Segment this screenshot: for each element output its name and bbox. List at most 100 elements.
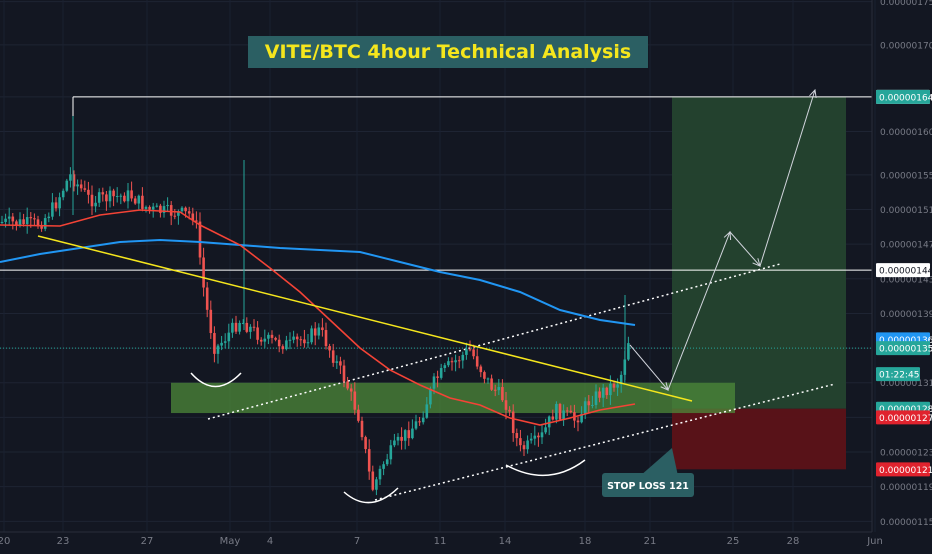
candle-body	[213, 333, 216, 354]
candle-body	[285, 340, 288, 350]
candle-body	[378, 468, 382, 480]
candle-body	[274, 337, 277, 340]
candle-body	[90, 194, 94, 207]
time-axis: 20 23 27 May 4 7 11 14 18 21 25 28 Jun	[0, 531, 883, 547]
candle-body	[335, 361, 339, 363]
candle-body	[569, 410, 573, 413]
candle-body	[87, 189, 90, 195]
x-tick-label: 11	[434, 536, 447, 547]
arrowhead-1	[660, 382, 669, 391]
candle-body	[11, 216, 15, 222]
candle-body	[616, 384, 619, 388]
candle-body	[97, 192, 101, 203]
candle-body	[288, 339, 292, 341]
candle-body	[364, 437, 367, 450]
candle-body	[580, 413, 583, 423]
candle-body	[101, 192, 105, 195]
stop-loss-callout[interactable]: STOP LOSS 121	[602, 448, 694, 497]
candle-body	[547, 416, 551, 428]
price-badge-label: 0.00000121	[879, 466, 932, 476]
price-badge-label: 0.00000127	[879, 414, 932, 424]
candle-body	[418, 421, 421, 423]
y-tick-label: 0.00000151	[880, 206, 932, 216]
candle-body	[94, 202, 97, 207]
candle-body	[511, 411, 515, 434]
candle-body	[360, 420, 364, 438]
candle-body	[339, 361, 342, 366]
candle-body	[493, 389, 497, 391]
price-badge-label: 0.00000136	[879, 336, 932, 346]
candle-body	[465, 349, 468, 355]
candle-body	[587, 401, 591, 406]
bottom-arc-2	[343, 487, 399, 504]
candle-body	[439, 368, 443, 378]
candle-body	[551, 416, 555, 420]
price-badge	[876, 410, 930, 425]
candle-body	[263, 338, 267, 342]
candle-body	[126, 190, 130, 202]
candle-body	[324, 330, 328, 347]
candle-body	[421, 417, 425, 423]
candle-body	[148, 206, 151, 210]
x-tick-label: 25	[727, 536, 740, 547]
candle-body	[555, 403, 558, 420]
candle-body	[414, 421, 418, 429]
candle-body	[537, 435, 540, 438]
candle-body	[436, 376, 439, 378]
candle-body	[173, 215, 177, 217]
candle-body	[605, 387, 609, 396]
candle-body	[450, 361, 454, 363]
ma-red-line	[0, 209, 636, 426]
candle-body	[331, 350, 335, 363]
x-tick-label: 28	[787, 536, 800, 547]
candle-body	[594, 391, 598, 405]
candle-body	[61, 190, 65, 198]
candle-body	[562, 410, 565, 420]
candle-body	[281, 346, 285, 350]
candle-body	[187, 211, 191, 214]
candle-body	[112, 190, 115, 197]
candle-body	[25, 217, 29, 225]
price-badge	[876, 462, 930, 477]
candle-body	[313, 328, 317, 336]
candle-body	[115, 195, 119, 197]
candle-body	[270, 334, 274, 338]
candle-body	[252, 326, 256, 328]
candle-body	[519, 438, 522, 446]
candle-body	[526, 440, 529, 450]
candle-body	[601, 387, 605, 398]
y-tick-label: 0.00000160	[880, 128, 932, 138]
x-tick-label: May	[220, 536, 241, 547]
candle-body	[22, 219, 25, 225]
candle-body	[321, 327, 324, 331]
candle-body	[223, 341, 227, 343]
price-badge-label: 0.00000128	[879, 405, 932, 415]
candle-body	[306, 342, 310, 344]
candle-body	[256, 327, 259, 340]
candle-body	[591, 404, 594, 406]
candle-body	[558, 403, 562, 420]
candle-body	[447, 361, 450, 366]
candle-body	[151, 206, 155, 210]
candle-body	[328, 346, 331, 351]
candle-body	[180, 207, 184, 212]
x-tick-label: 23	[57, 536, 70, 547]
candle-body	[216, 345, 220, 354]
candle-body	[43, 218, 47, 229]
candle-body	[79, 184, 83, 189]
price-badge-label: 0.00000144	[879, 267, 932, 277]
y-tick-label: 0.00000175	[880, 0, 932, 8]
y-tick-label: 0.00000119	[880, 483, 932, 493]
candle-body	[241, 322, 245, 324]
candle-body	[166, 205, 169, 207]
candle-body	[317, 327, 321, 336]
candle-body	[299, 339, 303, 341]
arrowhead-3	[752, 258, 761, 267]
candle-body	[65, 180, 69, 191]
candle-body	[515, 433, 519, 439]
target-zone	[672, 96, 846, 409]
candle-body	[609, 383, 612, 396]
candle-body	[51, 202, 54, 217]
x-tick-label: 18	[579, 536, 592, 547]
